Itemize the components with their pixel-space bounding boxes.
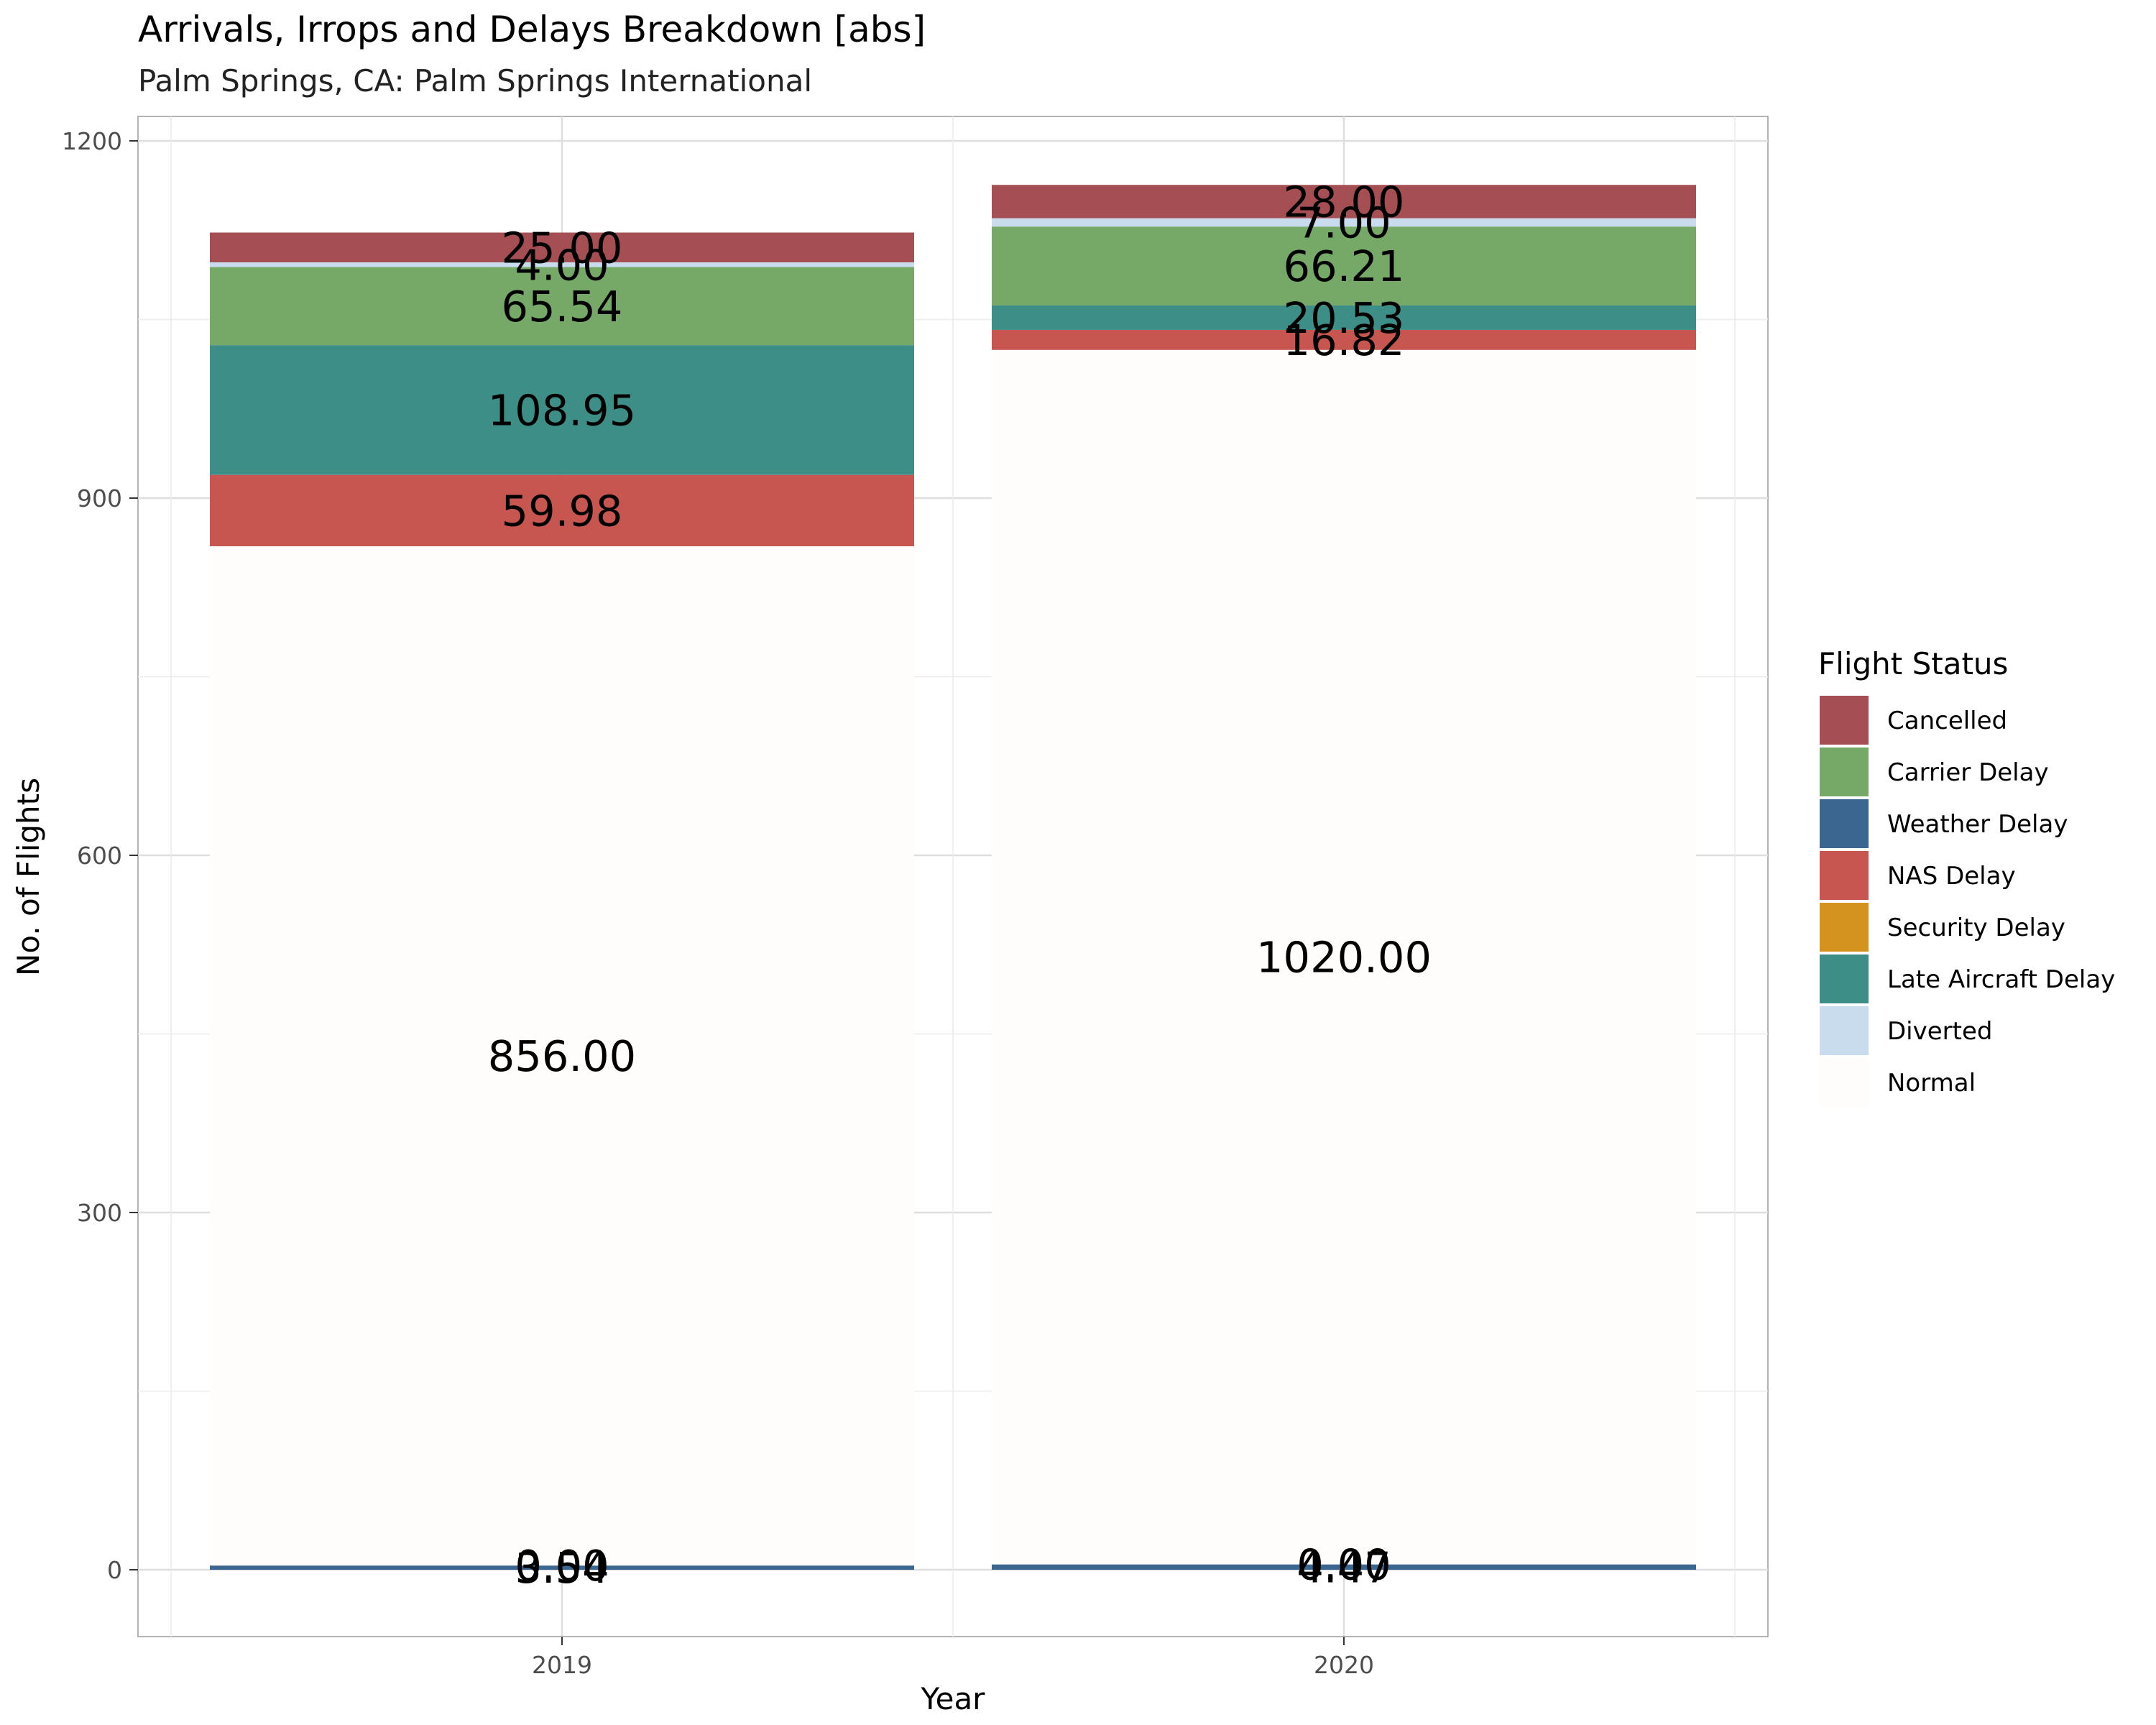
legend-label-carrier-delay: Carrier Delay xyxy=(1887,758,2049,787)
y-tick-label: 1200 xyxy=(62,127,122,155)
data-label-normal-2020: 1020.00 xyxy=(1256,933,1432,983)
x-axis-title: Year xyxy=(921,1681,986,1716)
bar-cancelled-2020 xyxy=(992,185,1696,218)
legend-label-diverted: Diverted xyxy=(1887,1017,1992,1046)
data-label-security-delay-2019: 0.00 xyxy=(515,1541,609,1591)
x-tick-label: 2019 xyxy=(532,1651,592,1679)
bar-nas-delay-2020 xyxy=(992,329,1696,350)
bar-late-aircraft-delay-2019 xyxy=(210,345,914,475)
data-label-diverted-2019: 4.00 xyxy=(515,240,609,290)
legend-label-weather-delay: Weather Delay xyxy=(1887,810,2068,839)
data-label-carrier-delay-2019: 65.54 xyxy=(502,282,623,331)
legend-swatch-weather-delay xyxy=(1820,799,1869,848)
bar-normal-2019 xyxy=(210,546,914,1566)
data-label-nas-delay-2020: 16.82 xyxy=(1284,316,1405,365)
bar-nas-delay-2019 xyxy=(210,474,914,547)
legend-swatch-carrier-delay xyxy=(1820,748,1869,796)
chart-subtitle: Palm Springs, CA: Palm Springs Internati… xyxy=(138,63,812,98)
bar-carrier-delay-2019 xyxy=(210,267,914,346)
data-label-cancelled-2020: 28.00 xyxy=(1284,177,1405,226)
bar-weather-delay-2020 xyxy=(992,1564,1696,1570)
y-tick-label: 600 xyxy=(77,842,122,870)
data-label-diverted-2020: 7.00 xyxy=(1296,198,1391,247)
bar-weather-delay-2019 xyxy=(210,1565,914,1570)
bar-late-aircraft-delay-2020 xyxy=(992,305,1696,330)
y-tick-label: 300 xyxy=(77,1199,122,1227)
legend-swatch-cancelled xyxy=(1820,696,1869,745)
legend-label-nas-delay: NAS Delay xyxy=(1887,862,2016,891)
legend-label-cancelled: Cancelled xyxy=(1887,707,2007,735)
data-label-carrier-delay-2020: 66.21 xyxy=(1284,242,1405,291)
legend-swatch-late-aircraft-delay xyxy=(1820,954,1869,1003)
y-tick-label: 0 xyxy=(107,1556,122,1584)
x-tick-label: 2020 xyxy=(1314,1651,1374,1679)
x-axis-ticks: 2019 2020 xyxy=(532,1637,1374,1679)
legend-swatch-nas-delay xyxy=(1820,851,1869,900)
y-tick-label: 900 xyxy=(77,484,122,512)
data-label-nas-delay-2019: 59.98 xyxy=(502,486,623,535)
bar-carrier-delay-2020 xyxy=(992,226,1696,305)
bar-cancelled-2019 xyxy=(210,232,914,262)
data-label-weather-delay-2020: 4.47 xyxy=(1296,1542,1391,1592)
legend-label-normal: Normal xyxy=(1887,1069,1976,1098)
bar-stacks xyxy=(210,185,1696,1570)
bar-normal-2020 xyxy=(992,349,1696,1565)
data-label-cancelled-2019: 25.00 xyxy=(502,223,623,272)
legend-swatch-security-delay xyxy=(1820,903,1869,952)
data-label-normal-2019: 856.00 xyxy=(488,1031,636,1081)
bar-diverted-2020 xyxy=(992,218,1696,227)
chart-title: Arrivals, Irrops and Delays Breakdown [a… xyxy=(138,9,926,50)
legend-label-late-aircraft-delay: Late Aircraft Delay xyxy=(1887,965,2115,994)
legend-swatch-normal xyxy=(1820,1058,1869,1107)
legend-label-security-delay: Security Delay xyxy=(1887,914,2065,942)
data-label-security-delay-2020: 0.00 xyxy=(1296,1540,1391,1590)
data-label-weather-delay-2019: 3.54 xyxy=(515,1543,609,1593)
data-label-late-aircraft-delay-2019: 108.95 xyxy=(488,385,636,435)
bar-diverted-2019 xyxy=(210,262,914,267)
data-labels: 3.540.00856.0059.98108.9565.544.0025.004… xyxy=(488,177,1432,1593)
legend: Cancelled Carrier Delay Weather Delay NAS D… xyxy=(1820,696,2115,1107)
legend-swatch-diverted xyxy=(1820,1006,1869,1055)
legend-title: Flight Status xyxy=(1818,646,2008,681)
y-axis-ticks: 0 300 600 900 1200 xyxy=(62,127,138,1584)
data-label-late-aircraft-delay-2020: 20.53 xyxy=(1284,293,1405,343)
y-axis-title: No. of Flights xyxy=(11,778,46,976)
